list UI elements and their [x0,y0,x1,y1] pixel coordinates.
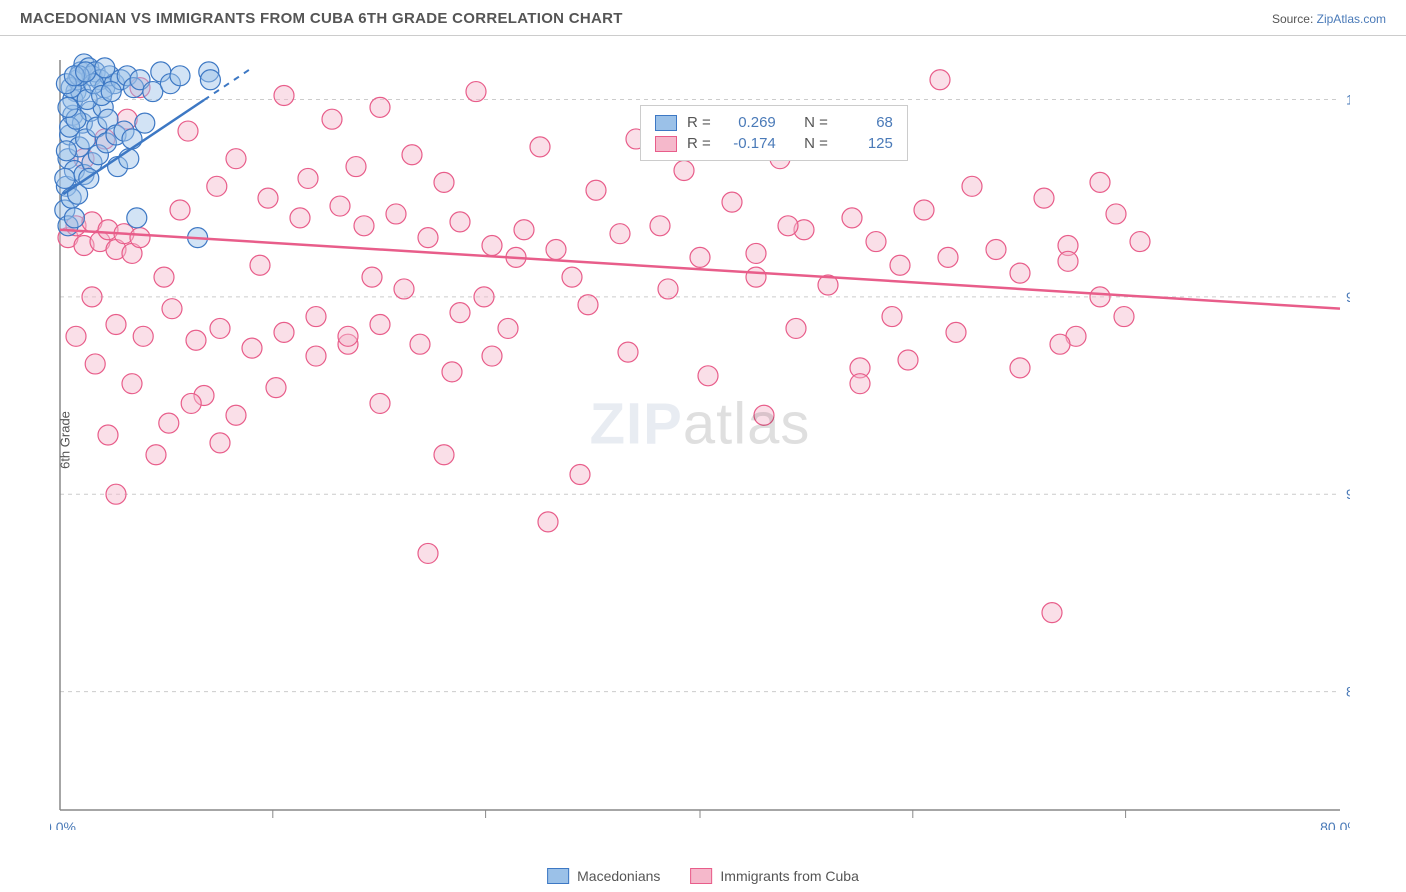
bottom-legend: Macedonians Immigrants from Cuba [547,868,859,884]
y-axis-label: 6th Grade [58,411,73,469]
r-value-cuba: -0.174 [721,135,776,152]
r-label: R = [687,114,711,131]
r-value-macedonians: 0.269 [721,114,776,131]
legend-row-macedonians: R = 0.269 N = 68 [655,112,893,133]
n-value-macedonians: 68 [838,114,893,131]
bottom-legend-macedonians: Macedonians [547,868,660,884]
swatch-macedonians [655,115,677,131]
bottom-legend-label-macedonians: Macedonians [577,868,660,884]
n-value-cuba: 125 [838,135,893,152]
chart-area: 6th Grade ZIPatlas 85.0%90.0%95.0%100.0%… [50,50,1350,830]
svg-text:80.0%: 80.0% [1320,819,1350,830]
svg-text:85.0%: 85.0% [1346,684,1350,700]
svg-text:90.0%: 90.0% [1346,486,1350,502]
correlation-legend: R = 0.269 N = 68 R = -0.174 N = 125 [640,105,908,161]
bottom-legend-label-cuba: Immigrants from Cuba [720,868,858,884]
chart-svg: 85.0% 90.0% 95.0% 100.0% 0.0% 80.0% [50,50,1350,830]
swatch-cuba [655,136,677,152]
source-link[interactable]: ZipAtlas.com [1317,12,1386,26]
n-label: N = [804,114,828,131]
swatch-macedonians-icon [547,868,569,884]
chart-title: MACEDONIAN VS IMMIGRANTS FROM CUBA 6TH G… [20,10,623,27]
chart-header: MACEDONIAN VS IMMIGRANTS FROM CUBA 6TH G… [0,0,1406,36]
svg-text:0.0%: 0.0% [50,819,76,830]
source-attribution: Source: ZipAtlas.com [1272,12,1386,26]
svg-text:100.0%: 100.0% [1346,91,1350,107]
bottom-legend-cuba: Immigrants from Cuba [690,868,858,884]
source-prefix: Source: [1272,12,1317,26]
r-label: R = [687,135,711,152]
n-label: N = [804,135,828,152]
svg-text:95.0%: 95.0% [1346,289,1350,305]
legend-row-cuba: R = -0.174 N = 125 [655,133,893,154]
swatch-cuba-icon [690,868,712,884]
